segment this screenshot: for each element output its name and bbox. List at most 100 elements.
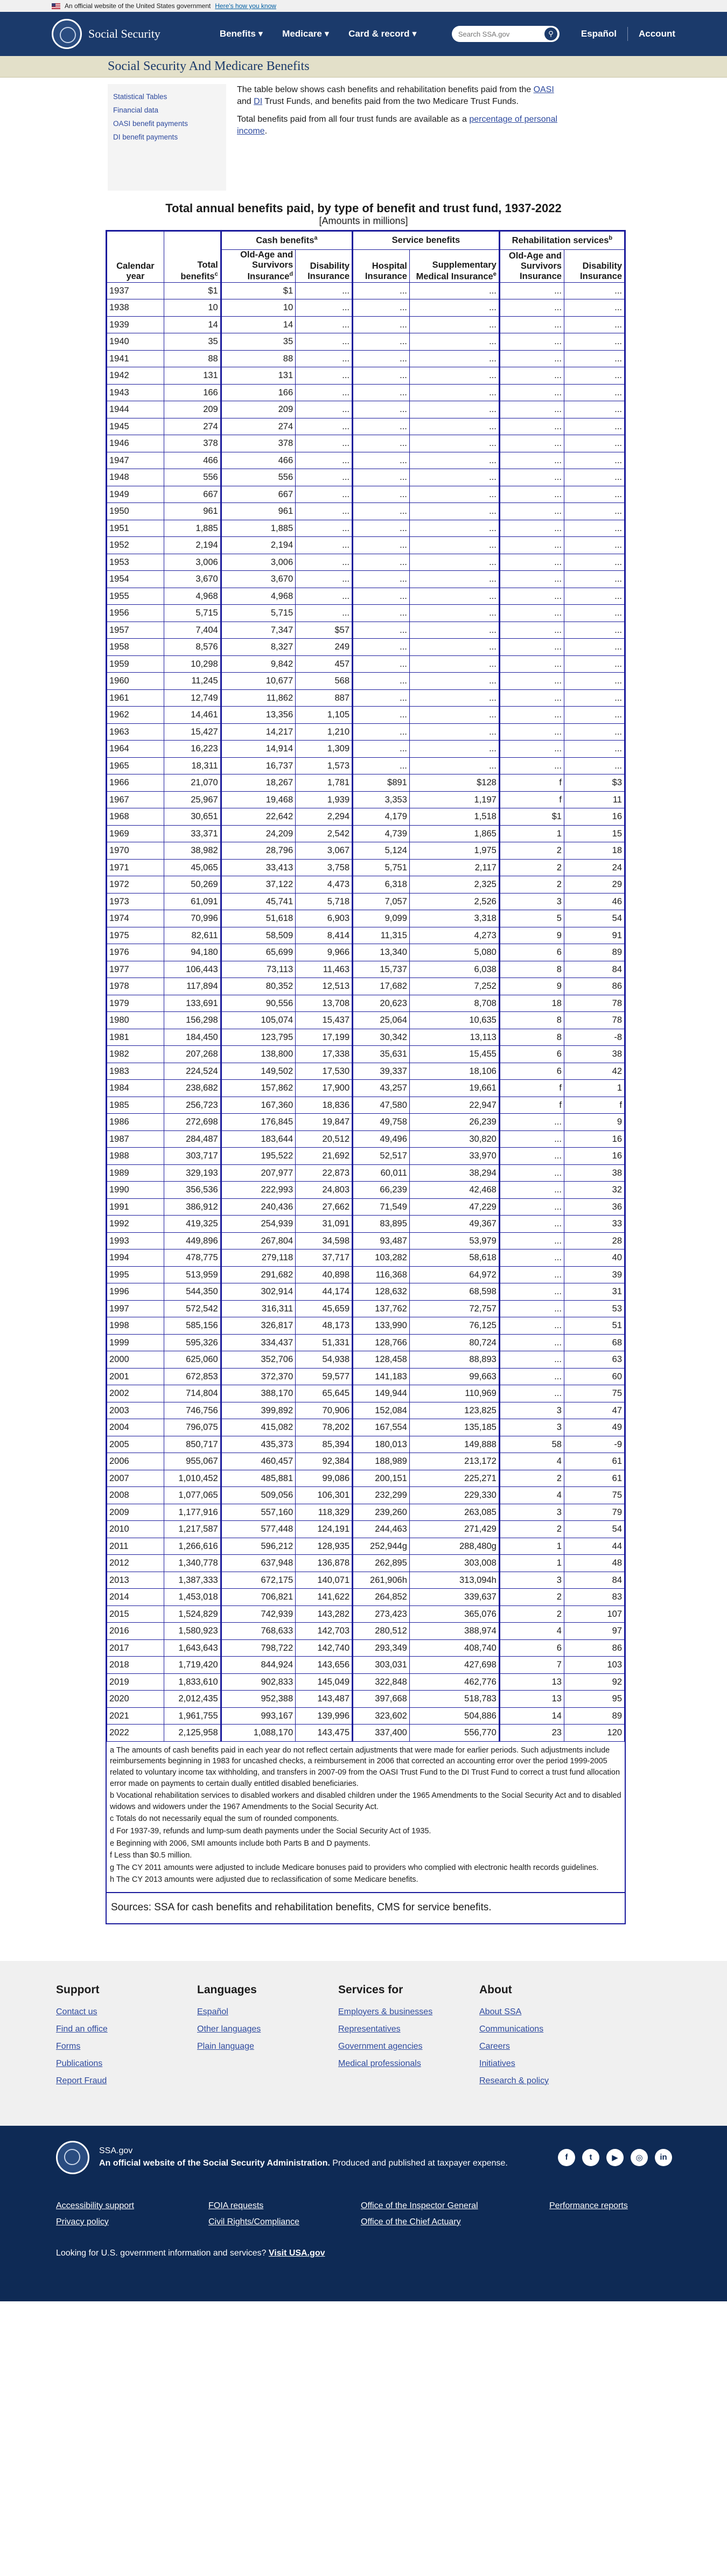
- cell-hi: 149,944: [352, 1385, 410, 1402]
- cell-rehab-di: ...: [563, 638, 625, 656]
- usa-gov-link[interactable]: Visit USA.gov: [268, 2248, 325, 2258]
- cell-rehab-oasi: ...: [498, 519, 564, 537]
- ssa-logo[interactable]: Social Security: [52, 19, 160, 49]
- cell-year: 1957: [107, 621, 164, 639]
- footer-link[interactable]: Report Fraud: [56, 2076, 107, 2085]
- oasi-link[interactable]: OASI: [533, 85, 554, 94]
- cell-year: 1987: [107, 1130, 164, 1148]
- cell-total: 35: [163, 333, 221, 351]
- cell-oasi: 131: [220, 367, 296, 385]
- cell-hi: 5,124: [352, 842, 410, 860]
- footer-link[interactable]: Forms: [56, 2041, 81, 2051]
- cell-oasi: 279,118: [220, 1249, 296, 1267]
- cell-oasi: 706,821: [220, 1588, 296, 1606]
- table-row: 1952 2,194 2,194...............: [107, 536, 625, 554]
- twitter-icon[interactable]: t: [582, 2148, 599, 2166]
- nav-medicare[interactable]: Medicare ▾: [282, 29, 330, 39]
- search-input[interactable]: [458, 30, 544, 38]
- cell-di: 20,512: [295, 1130, 353, 1148]
- bottom-link[interactable]: Accessibility support: [56, 2201, 134, 2210]
- cell-di: 1,210: [295, 723, 353, 741]
- us-flag-icon: [52, 3, 60, 9]
- sidebar-item-financial-data[interactable]: Financial data: [113, 106, 159, 114]
- bottom-link[interactable]: Office of the Chief Actuary: [361, 2217, 461, 2226]
- cell-year: 1972: [107, 876, 164, 893]
- footer-link[interactable]: Communications: [479, 2024, 544, 2034]
- cell-year: 1945: [107, 417, 164, 436]
- language-link[interactable]: Español: [581, 29, 617, 39]
- cell-di: ...: [295, 502, 353, 520]
- footer-link[interactable]: Plain language: [197, 2041, 254, 2051]
- cell-rehab-oasi: ...: [498, 383, 564, 402]
- facebook-icon[interactable]: f: [558, 2148, 575, 2166]
- footer-link[interactable]: Initiatives: [479, 2058, 515, 2068]
- header-divider: [627, 27, 628, 41]
- cell-smi: 76,125: [409, 1317, 500, 1335]
- cell-rehab-oasi: ...: [498, 1198, 564, 1216]
- footer-link[interactable]: Find an office: [56, 2024, 108, 2034]
- cell-year: 2022: [107, 1724, 164, 1742]
- sidebar-item-di-payments[interactable]: DI benefit payments: [113, 133, 178, 141]
- sidebar-item-oasi-payments[interactable]: OASI benefit payments: [113, 120, 188, 128]
- cell-total: 714,804: [163, 1385, 221, 1402]
- cell-year: 1959: [107, 655, 164, 673]
- personal-income-link[interactable]: percentage of personal income: [237, 115, 558, 136]
- cell-year: 2004: [107, 1419, 164, 1436]
- cell-di: 118,329: [295, 1503, 353, 1521]
- youtube-icon[interactable]: ▶: [606, 2148, 624, 2166]
- footer-link[interactable]: Careers: [479, 2041, 510, 2051]
- footer-link[interactable]: Medical professionals: [338, 2058, 421, 2068]
- cell-rehab-di: 49: [563, 1419, 625, 1436]
- cell-hi: 15,737: [352, 960, 410, 979]
- cell-rehab-di: ...: [563, 757, 625, 775]
- cell-hi: 323,602: [352, 1707, 410, 1725]
- di-link[interactable]: DI: [254, 96, 263, 106]
- bottom-link[interactable]: Privacy policy: [56, 2217, 109, 2226]
- cell-hi: 128,766: [352, 1334, 410, 1352]
- official-site-text: SSA.gov An official website of the Socia…: [99, 2145, 530, 2169]
- footer-link[interactable]: Other languages: [197, 2024, 261, 2034]
- cell-year: 1981: [107, 1028, 164, 1046]
- footer-link[interactable]: Contact us: [56, 2007, 97, 2016]
- nav-card-record[interactable]: Card & record ▾: [348, 29, 417, 39]
- cell-rehab-oasi: 8: [498, 1028, 564, 1046]
- sidebar-item-statistical-tables[interactable]: Statistical Tables: [113, 93, 167, 101]
- cell-di: ...: [295, 587, 353, 605]
- footnote: c Totals do not necessarily equal the su…: [110, 1814, 339, 1824]
- table-row: 1967 25,967 19,468 1,939 3,353 1,197 f 11: [107, 791, 625, 809]
- footer-link[interactable]: Representatives: [338, 2024, 401, 2034]
- footer-link[interactable]: Publications: [56, 2058, 103, 2068]
- footer-link[interactable]: About SSA: [479, 2007, 522, 2016]
- cell-year: 2000: [107, 1351, 164, 1369]
- footnote: a The amounts of cash benefits paid in e…: [110, 1746, 620, 1788]
- bottom-link[interactable]: Performance reports: [549, 2201, 628, 2210]
- search-icon[interactable]: ⚲: [544, 27, 557, 40]
- cell-rehab-di: ...: [563, 723, 625, 741]
- cell-total: 38,982: [163, 842, 221, 860]
- cell-oasi: 16,737: [220, 757, 296, 775]
- footer-link[interactable]: Research & policy: [479, 2076, 549, 2085]
- table-row: 2019 1,833,610 902,833 145,049 322,848 462,77…: [107, 1673, 625, 1691]
- heres-how-link[interactable]: Here's how you know: [215, 2, 276, 10]
- cell-rehab-oasi: f: [498, 791, 564, 809]
- cell-oasi: 556: [220, 469, 296, 486]
- account-link[interactable]: Account: [639, 29, 675, 39]
- instagram-icon[interactable]: ◎: [631, 2148, 648, 2166]
- table-row: 1961 12,749 11,862 887............: [107, 689, 625, 707]
- footer-link[interactable]: Government agencies: [338, 2041, 423, 2051]
- cell-year: 1980: [107, 1011, 164, 1029]
- cell-oasi: 291,682: [220, 1266, 296, 1284]
- cell-smi: ...: [409, 451, 500, 470]
- nav-benefits[interactable]: Benefits ▾: [219, 29, 263, 39]
- footer-link[interactable]: Español: [197, 2007, 228, 2016]
- footer-link[interactable]: Employers & businesses: [338, 2007, 433, 2016]
- cell-total: 1,833,610: [163, 1673, 221, 1691]
- cell-smi: 99,663: [409, 1367, 500, 1386]
- linkedin-icon[interactable]: in: [655, 2148, 672, 2166]
- cell-hi: 5,751: [352, 858, 410, 877]
- bottom-link[interactable]: Office of the Inspector General: [361, 2201, 478, 2210]
- cell-total: 2,194: [163, 536, 221, 554]
- cell-oasi: 5,715: [220, 604, 296, 622]
- bottom-link[interactable]: FOIA requests: [208, 2201, 264, 2210]
- bottom-link[interactable]: Civil Rights/Compliance: [208, 2217, 299, 2226]
